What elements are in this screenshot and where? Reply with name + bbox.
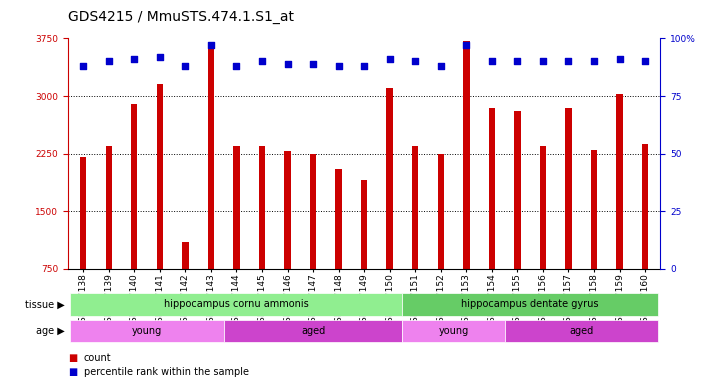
Point — [103, 58, 114, 65]
Bar — [223, 320, 403, 343]
Point — [205, 42, 216, 48]
Point — [77, 63, 89, 69]
Text: age ▶: age ▶ — [36, 326, 64, 336]
Point — [461, 42, 472, 48]
Bar — [361, 180, 367, 269]
Point — [384, 56, 396, 62]
Bar — [233, 146, 240, 269]
Point — [512, 58, 523, 65]
Bar — [386, 88, 393, 269]
Bar — [403, 293, 658, 316]
Point — [180, 63, 191, 69]
Bar — [71, 320, 223, 343]
Bar — [616, 94, 623, 269]
Bar — [412, 146, 418, 269]
Bar — [505, 320, 658, 343]
Bar — [310, 154, 316, 269]
Text: count: count — [84, 353, 111, 363]
Point — [307, 61, 318, 67]
Bar — [591, 150, 597, 269]
Text: aged: aged — [569, 326, 593, 336]
Point — [614, 56, 625, 62]
Bar — [182, 242, 188, 269]
Point — [410, 58, 421, 65]
Bar — [80, 157, 86, 269]
Bar — [284, 151, 291, 269]
Point — [486, 58, 498, 65]
Text: young: young — [438, 326, 468, 336]
Bar — [540, 146, 546, 269]
Point — [282, 61, 293, 67]
Bar — [336, 169, 342, 269]
Point — [435, 63, 446, 69]
Bar — [71, 293, 403, 316]
Text: aged: aged — [301, 326, 325, 336]
Point — [256, 58, 268, 65]
Point — [563, 58, 574, 65]
Bar — [438, 154, 444, 269]
Point — [129, 56, 140, 62]
Bar — [156, 84, 163, 269]
Point — [537, 58, 548, 65]
Bar — [106, 146, 112, 269]
Bar — [131, 104, 137, 269]
Point — [154, 54, 166, 60]
Bar — [514, 111, 521, 269]
Bar — [258, 146, 265, 269]
Bar — [463, 41, 470, 269]
Text: ■: ■ — [68, 367, 77, 377]
Bar — [642, 144, 648, 269]
Text: hippocampus dentate gyrus: hippocampus dentate gyrus — [461, 299, 599, 310]
Bar — [208, 42, 214, 269]
Bar — [488, 108, 495, 269]
Text: percentile rank within the sample: percentile rank within the sample — [84, 367, 248, 377]
Point — [588, 58, 600, 65]
Bar — [565, 108, 572, 269]
Text: ■: ■ — [68, 353, 77, 363]
Bar — [403, 320, 505, 343]
Point — [231, 63, 242, 69]
Text: young: young — [132, 326, 162, 336]
Text: tissue ▶: tissue ▶ — [24, 299, 64, 310]
Point — [333, 63, 344, 69]
Text: hippocampus cornu ammonis: hippocampus cornu ammonis — [164, 299, 308, 310]
Point — [358, 63, 370, 69]
Point — [640, 58, 651, 65]
Text: GDS4215 / MmuSTS.474.1.S1_at: GDS4215 / MmuSTS.474.1.S1_at — [68, 10, 294, 24]
